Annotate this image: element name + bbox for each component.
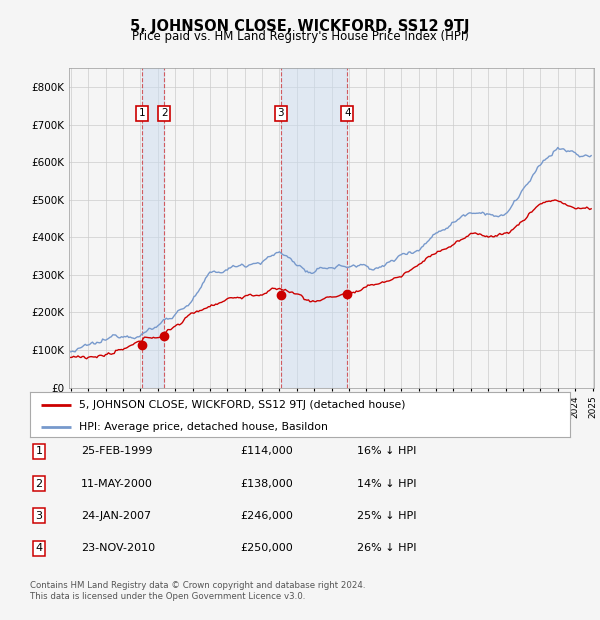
Text: 1: 1: [35, 446, 43, 456]
Bar: [142, 68, 164, 388]
Text: £246,000: £246,000: [240, 511, 293, 521]
Text: 1: 1: [139, 108, 146, 118]
Text: Contains HM Land Registry data © Crown copyright and database right 2024.: Contains HM Land Registry data © Crown c…: [30, 581, 365, 590]
Text: 5, JOHNSON CLOSE, WICKFORD, SS12 9TJ: 5, JOHNSON CLOSE, WICKFORD, SS12 9TJ: [130, 19, 470, 33]
Text: 23-NOV-2010: 23-NOV-2010: [81, 543, 155, 553]
Text: HPI: Average price, detached house, Basildon: HPI: Average price, detached house, Basi…: [79, 422, 328, 432]
Text: 24-JAN-2007: 24-JAN-2007: [81, 511, 151, 521]
Text: 2: 2: [35, 479, 43, 489]
Text: This data is licensed under the Open Government Licence v3.0.: This data is licensed under the Open Gov…: [30, 592, 305, 601]
Text: 2: 2: [161, 108, 167, 118]
Text: £114,000: £114,000: [240, 446, 293, 456]
Text: 3: 3: [35, 511, 43, 521]
Text: Price paid vs. HM Land Registry's House Price Index (HPI): Price paid vs. HM Land Registry's House …: [131, 30, 469, 43]
Text: £250,000: £250,000: [240, 543, 293, 553]
Text: 3: 3: [277, 108, 284, 118]
Text: 11-MAY-2000: 11-MAY-2000: [81, 479, 153, 489]
Text: 25-FEB-1999: 25-FEB-1999: [81, 446, 152, 456]
Text: 4: 4: [35, 543, 43, 553]
Text: 16% ↓ HPI: 16% ↓ HPI: [357, 446, 416, 456]
Bar: [281, 68, 347, 388]
Text: 26% ↓ HPI: 26% ↓ HPI: [357, 543, 416, 553]
Text: £138,000: £138,000: [240, 479, 293, 489]
Text: 5, JOHNSON CLOSE, WICKFORD, SS12 9TJ (detached house): 5, JOHNSON CLOSE, WICKFORD, SS12 9TJ (de…: [79, 400, 405, 410]
Text: 14% ↓ HPI: 14% ↓ HPI: [357, 479, 416, 489]
Text: 4: 4: [344, 108, 350, 118]
Text: 25% ↓ HPI: 25% ↓ HPI: [357, 511, 416, 521]
